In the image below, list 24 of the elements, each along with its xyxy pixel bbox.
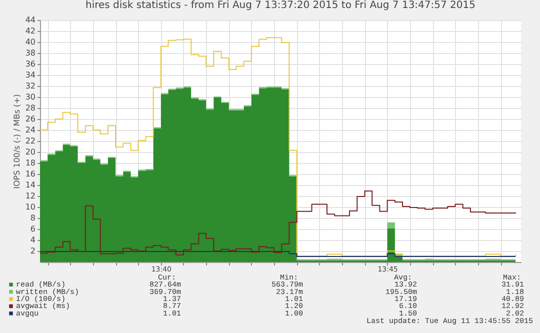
y-tick-label: 38 <box>25 48 36 58</box>
y-tick-label: 24 <box>25 126 36 134</box>
y-tick-label: 12 <box>25 192 36 200</box>
y-tick-label: 2 <box>30 246 36 256</box>
y-tick-label: 40 <box>25 38 36 46</box>
y-tick-label: 8 <box>30 214 36 222</box>
y-tick-label: 16 <box>25 170 36 178</box>
y-tick-label: 26 <box>25 114 36 124</box>
y-tick-label: 44 <box>25 16 36 24</box>
y-axis-title: IOPS 100/s (-) / MBs (+) <box>12 94 22 189</box>
y-tick-label: 30 <box>25 92 36 102</box>
y-tick-label: 36 <box>25 60 36 68</box>
y-tick-label: 34 <box>25 70 36 80</box>
y-tick-label: 28 <box>25 104 36 112</box>
y-tick-label: 10 <box>25 202 36 212</box>
y-tick-label: 14 <box>25 180 36 190</box>
y-tick-label: 42 <box>25 26 36 36</box>
chart-title: hires disk statistics - from Fri Aug 7 13:37:20 2015 to Fri Aug 7 13:47:57 2015 <box>86 0 476 11</box>
y-tick-label: 32 <box>25 82 36 90</box>
y-tick-label: 20 <box>25 148 36 156</box>
y-tick-label: 18 <box>25 158 36 168</box>
y-tick-label: 6 <box>30 224 36 234</box>
y-tick-label: 4 <box>30 236 36 244</box>
y-tick-label: 22 <box>25 136 36 146</box>
